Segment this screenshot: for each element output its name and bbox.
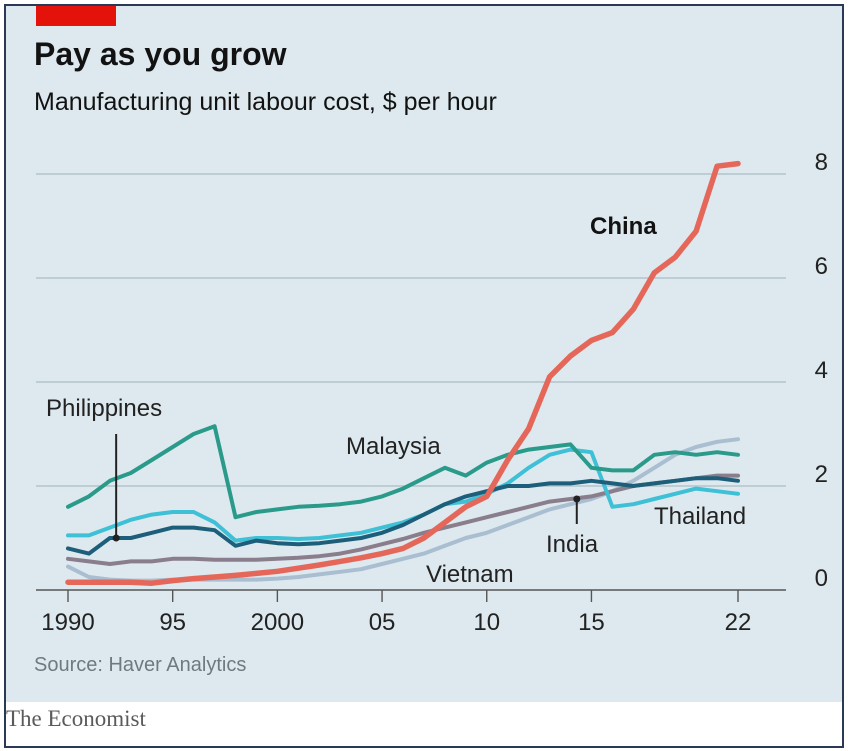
- series-label-malaysia: Malaysia: [346, 433, 441, 460]
- line-chart: 0 2 4 6 8 1990 95 2000 05 10 15 22 China Malaysia Phil…: [36, 149, 828, 636]
- series-label-thailand: Thailand: [654, 503, 746, 530]
- series-label-vietnam: Vietnam: [426, 561, 514, 588]
- series-label-china: China: [590, 213, 657, 240]
- chart-title: Pay as you grow: [34, 36, 287, 72]
- series-line-thailand: [66, 447, 740, 543]
- source-note: Source: Haver Analytics: [34, 654, 247, 676]
- chart-subtitle: Manufacturing unit labour cost, $ per ho…: [34, 88, 497, 116]
- x-tick-label: 95: [159, 609, 186, 636]
- y-tick-label: 0: [815, 565, 828, 592]
- series-label-india: India: [546, 531, 599, 558]
- publisher-logo: The Economist: [6, 706, 146, 731]
- y-tick-label: 6: [815, 253, 828, 280]
- x-tick-label: 15: [578, 609, 605, 636]
- series-line-india: [66, 473, 740, 566]
- series-line-philippines: [66, 476, 740, 556]
- y-tick-label: 8: [815, 149, 828, 176]
- leader-dot-india: [573, 495, 581, 503]
- x-tick-label: 1990: [41, 609, 94, 636]
- chart-panel: Pay as you grow Manufacturing unit labou…: [6, 6, 842, 702]
- series-line-malaysia: [66, 424, 740, 520]
- x-tick-label: 10: [473, 609, 500, 636]
- brand-red-tag: [36, 6, 116, 26]
- series-label-philippines: Philippines: [46, 395, 162, 422]
- x-tick-label: 05: [369, 609, 396, 636]
- leader-dot-philippines: [112, 534, 120, 542]
- series-line-china: [65, 160, 741, 586]
- x-tick-label: 22: [725, 609, 752, 636]
- y-tick-label: 2: [815, 461, 828, 488]
- y-tick-label: 4: [815, 357, 828, 384]
- x-tick-label: 2000: [251, 609, 304, 636]
- chart-frame: Pay as you grow Manufacturing unit labou…: [4, 4, 844, 748]
